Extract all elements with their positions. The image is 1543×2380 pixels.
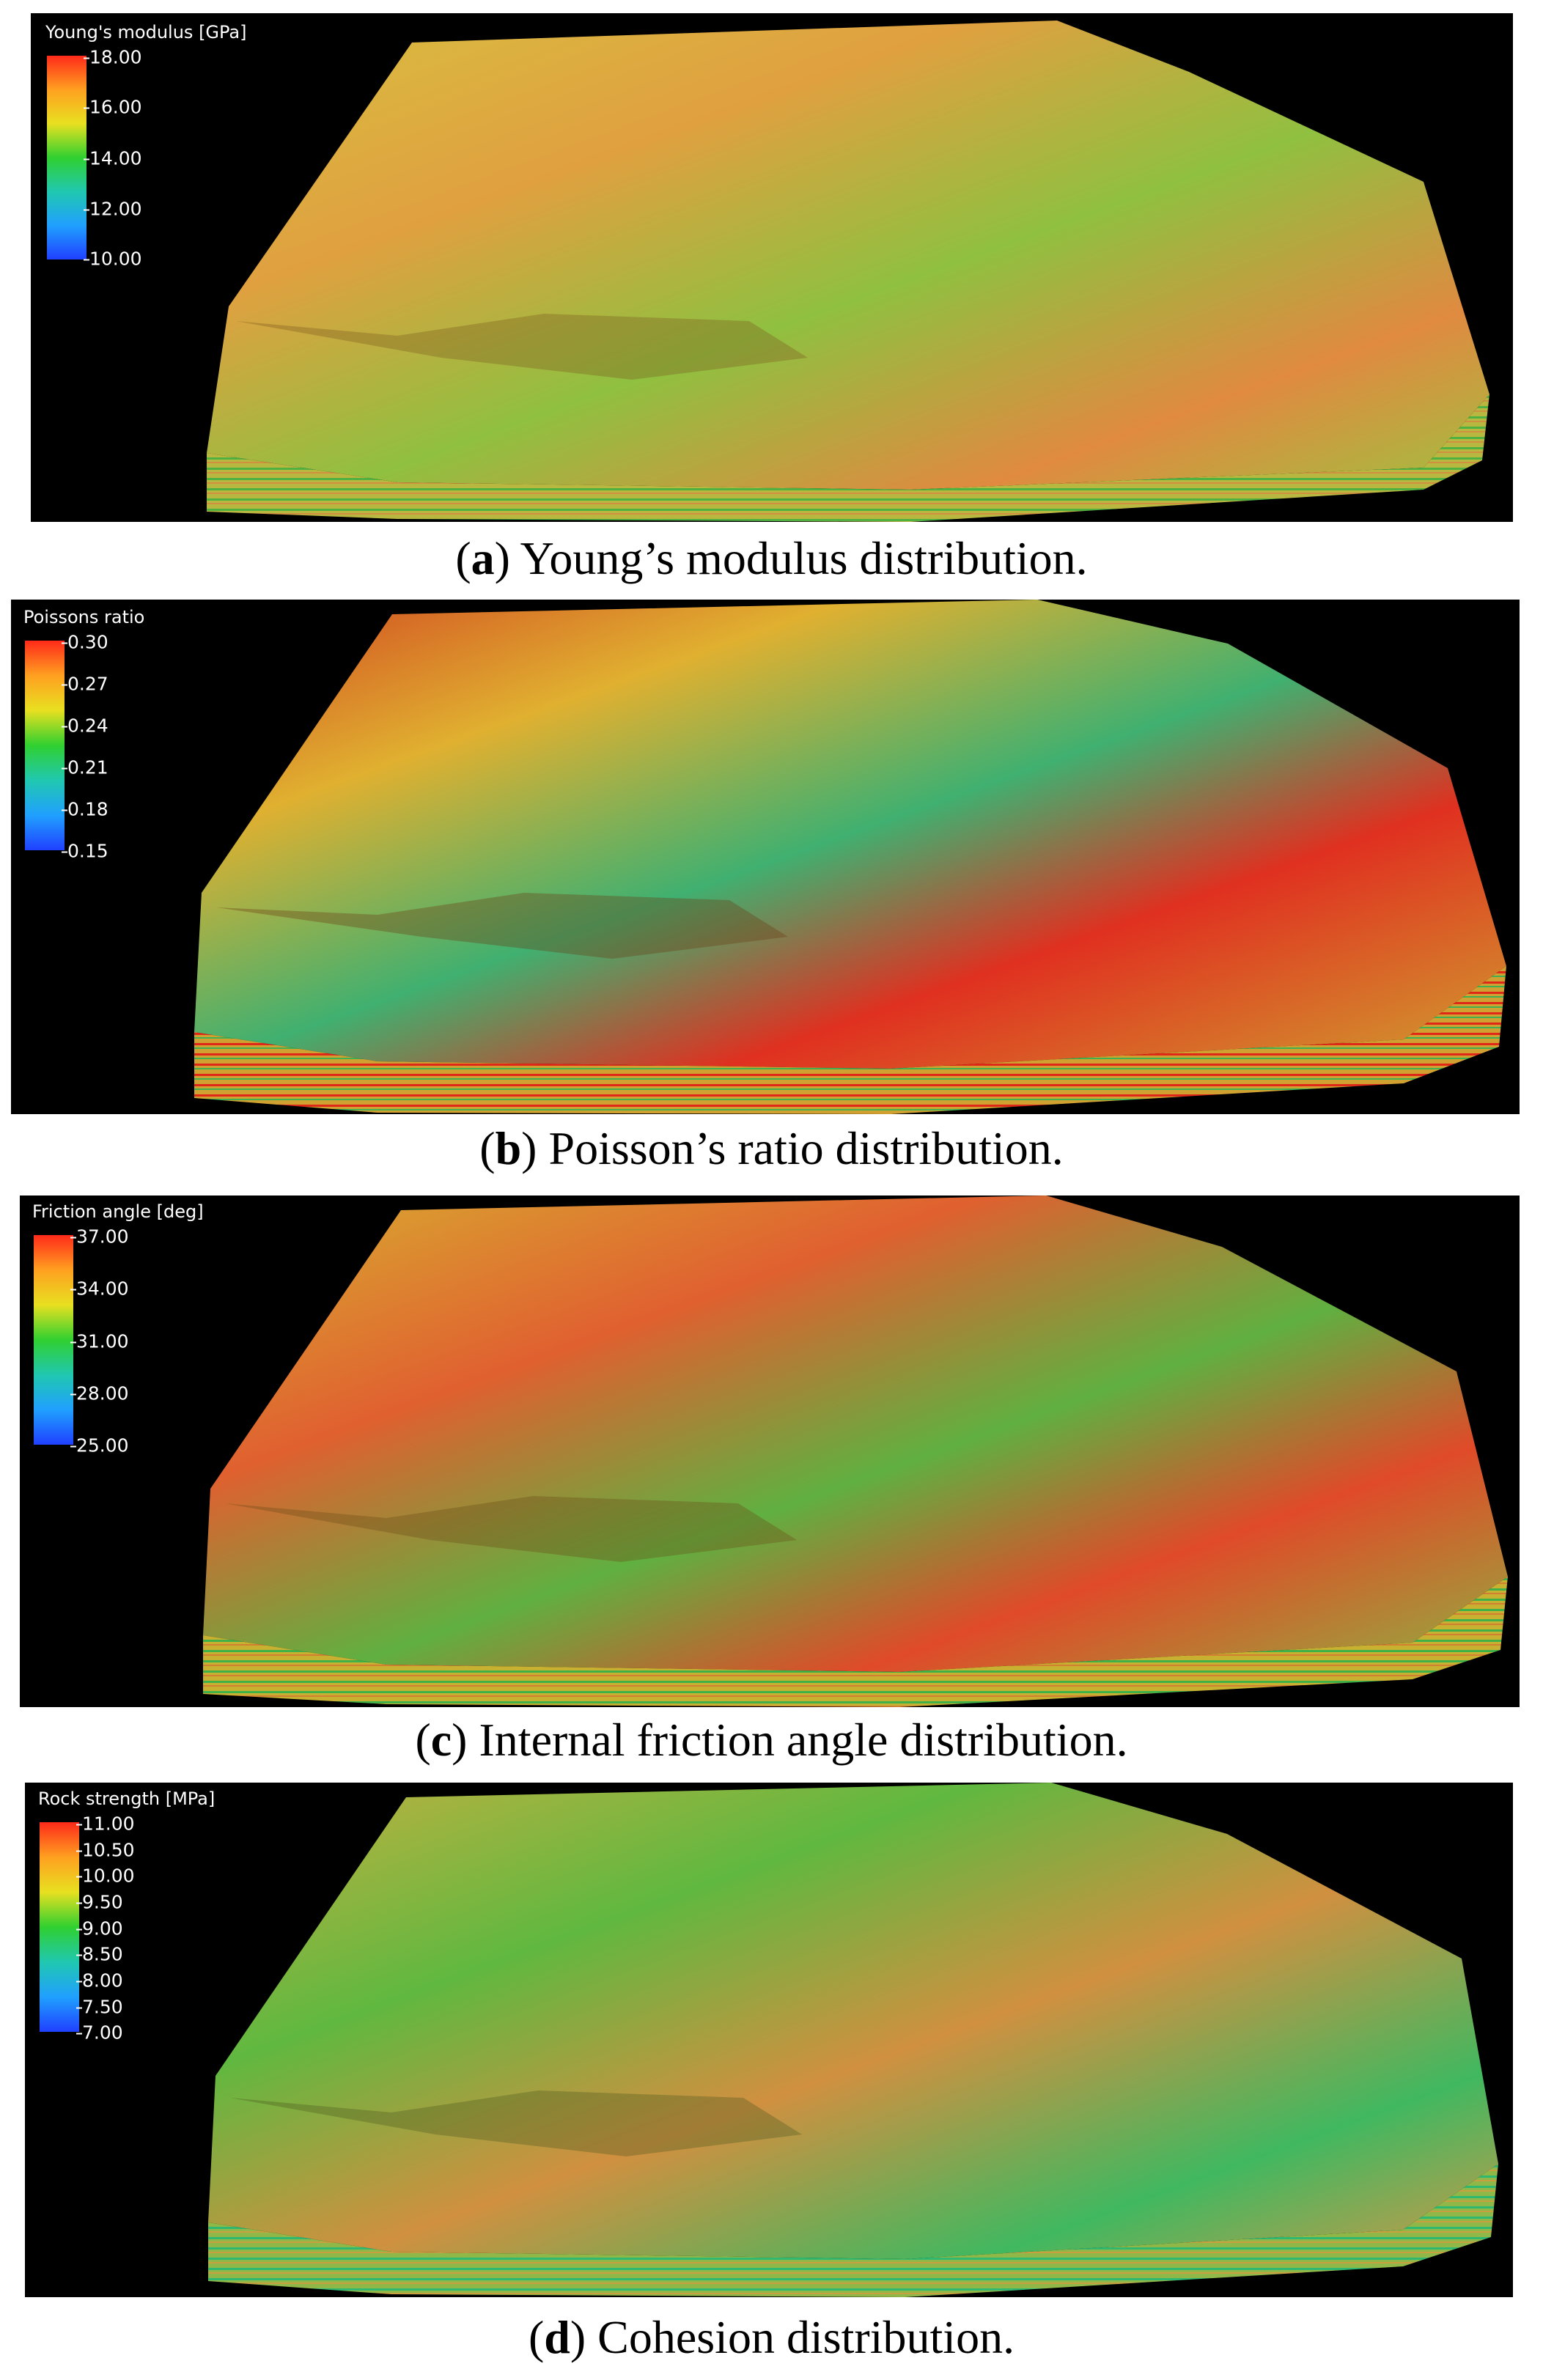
caption-text: Cohesion distribution. <box>586 2311 1015 2363</box>
legend-tick: 14.00 <box>84 147 142 169</box>
caption-d: (d) Cohesion distribution. <box>528 2311 1015 2363</box>
legend-tick: 10.00 <box>76 1865 135 1887</box>
model-viewport-b <box>11 600 1520 1114</box>
caption-letter: d <box>544 2311 570 2363</box>
reservoir-model-render <box>208 1783 1498 2297</box>
legend-tick: 7.50 <box>76 1996 123 2018</box>
legend-tick: 0.21 <box>62 756 108 778</box>
legend-tick: 8.00 <box>76 1970 123 1992</box>
legend-colorbar <box>40 1822 79 2032</box>
legend-tick: 10.50 <box>76 1839 135 1861</box>
legend-tick: 0.24 <box>62 715 108 737</box>
reservoir-model-render <box>207 21 1489 522</box>
color-legend-b: Poissons ratio 0.30 0.27 0.24 0.21 0.18 … <box>16 605 236 884</box>
legend-tick: 12.00 <box>84 198 142 220</box>
legend-tick: 34.00 <box>70 1278 129 1300</box>
legend-tick: 16.00 <box>84 96 142 118</box>
legend-tick: 18.00 <box>84 46 142 68</box>
figure-panel-a: Young's modulus [GPa] 18.00 16.00 14.00 … <box>0 0 1543 595</box>
caption-b: (b) Poisson’s ratio distribution. <box>479 1122 1064 1174</box>
legend-tick: 9.50 <box>76 1891 123 1913</box>
caption-letter: c <box>430 1714 452 1766</box>
legend-tick: 7.00 <box>76 2022 123 2044</box>
model-viewport-d <box>25 1783 1513 2297</box>
model-viewport-c <box>20 1195 1520 1707</box>
legend-title: Friction angle [deg] <box>32 1201 204 1222</box>
legend-title: Young's modulus [GPa] <box>45 22 247 43</box>
figure-panel-c: Friction angle [deg] 37.00 34.00 31.00 2… <box>0 1184 1543 1774</box>
legend-tick: 8.50 <box>76 1943 123 1965</box>
legend-tick: 31.00 <box>70 1330 129 1352</box>
legend-tick: 37.00 <box>70 1226 129 1248</box>
caption-a: (a) Young’s modulus distribution. <box>455 532 1088 584</box>
caption-c: (c) Internal friction angle distribution… <box>415 1714 1128 1766</box>
legend-tick: 0.30 <box>62 631 108 653</box>
legend-tick: 0.18 <box>62 798 108 820</box>
reservoir-model-render <box>194 600 1506 1114</box>
color-legend-c: Friction angle [deg] 37.00 34.00 31.00 2… <box>25 1200 245 1478</box>
caption-letter: b <box>495 1122 522 1174</box>
legend-tick: 9.00 <box>76 1917 123 1939</box>
legend-title: Rock strength [MPa] <box>38 1788 216 1809</box>
legend-title: Poissons ratio <box>23 607 145 627</box>
figure-panel-b: Poissons ratio 0.30 0.27 0.24 0.21 0.18 … <box>0 595 1543 1184</box>
color-legend-a: Young's modulus [GPa] 18.00 16.00 14.00 … <box>38 21 258 299</box>
caption-letter: a <box>471 532 495 584</box>
reservoir-model-render <box>203 1195 1508 1707</box>
color-legend-d: Rock strength [MPa] 11.00 10.50 10.00 9.… <box>31 1787 251 2066</box>
legend-colorbar <box>47 56 86 259</box>
figure-panel-d: Rock strength [MPa] 11.00 10.50 10.00 9.… <box>0 1774 1543 2380</box>
model-viewport-a <box>31 13 1513 522</box>
caption-text: Internal friction angle distribution. <box>467 1714 1128 1766</box>
legend-colorbar <box>25 641 65 850</box>
legend-colorbar <box>34 1235 73 1445</box>
caption-text: Poisson’s ratio distribution. <box>537 1122 1064 1174</box>
legend-tick: 25.00 <box>70 1434 129 1456</box>
legend-tick: 0.27 <box>62 673 108 695</box>
legend-tick: 11.00 <box>76 1813 135 1835</box>
legend-tick: 28.00 <box>70 1382 129 1404</box>
caption-text: Young’s modulus distribution. <box>509 532 1088 584</box>
legend-tick: 0.15 <box>62 840 108 862</box>
legend-tick: 10.00 <box>84 248 142 270</box>
